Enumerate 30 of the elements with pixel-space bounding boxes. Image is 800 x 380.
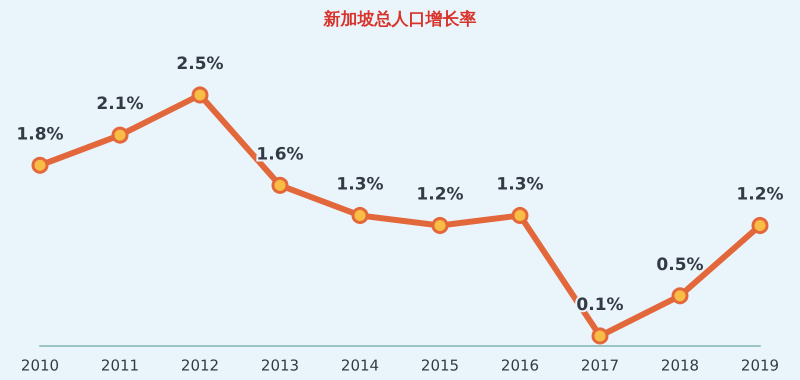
point [592, 327, 608, 344]
data-label: 0.5% [656, 254, 704, 275]
x-tick-label: 2019 [740, 356, 780, 374]
data-label: 1.3% [496, 174, 544, 194]
data-label: 1.6% [256, 144, 304, 164]
data-label: 1.2% [416, 184, 464, 205]
x-tick-label: 2012 [180, 356, 220, 374]
x-tick-label: 2013 [260, 356, 300, 374]
x-tick-label: 2015 [420, 356, 460, 374]
point [32, 156, 48, 174]
x-tick-label: 2016 [500, 356, 540, 374]
point [192, 86, 208, 104]
x-tick-label: 2011 [100, 356, 140, 374]
data-label: 1.3% [336, 174, 384, 194]
data-label: 2.1% [96, 94, 144, 114]
point [512, 206, 528, 224]
chart-title: 新加坡总人口增长率 [322, 10, 476, 30]
point [272, 176, 288, 194]
data-label: 2.5% [176, 54, 224, 74]
x-tick-label: 2017 [580, 356, 620, 374]
point [112, 126, 128, 144]
point [432, 217, 448, 234]
x-tick-label: 2010 [20, 356, 60, 374]
point [672, 287, 688, 304]
x-tick-label: 2014 [340, 356, 380, 374]
data-label: 1.2% [736, 184, 784, 205]
point [352, 206, 368, 224]
point [752, 217, 768, 234]
x-tick-label: 2018 [660, 356, 700, 374]
data-label: 1.8% [16, 124, 64, 144]
